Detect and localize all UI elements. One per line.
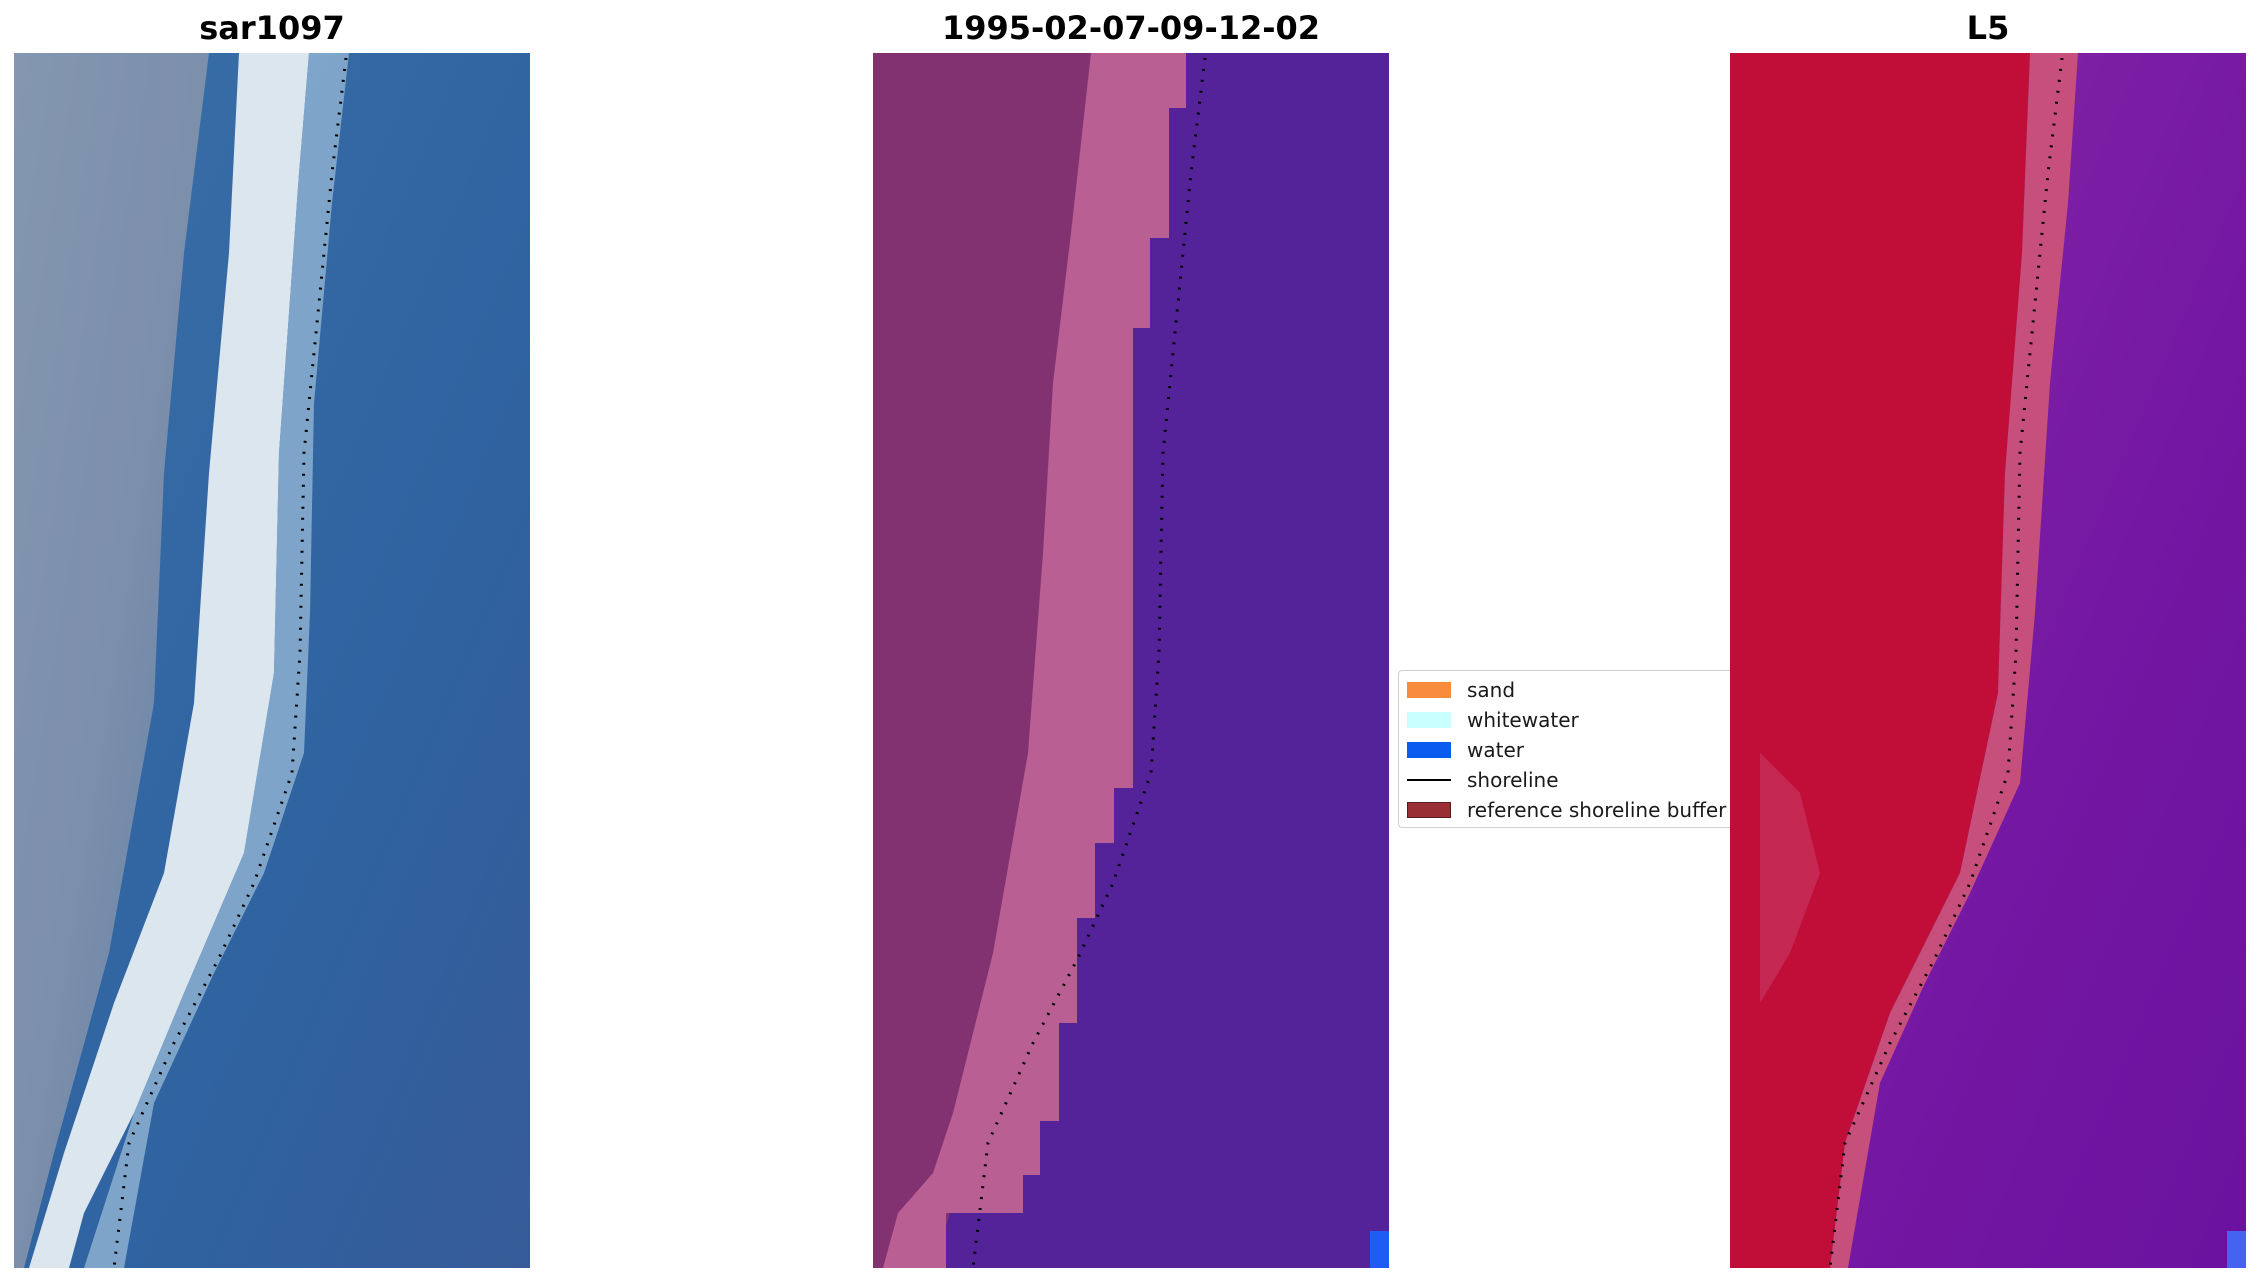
legend: sand whitewater water shoreline referenc…: [1398, 670, 1746, 828]
class-beach-band: [883, 53, 1186, 1268]
legend-label-sand: sand: [1467, 678, 1516, 702]
legend-item-shoreline: shoreline: [1407, 765, 1735, 795]
rgb-whitewater-band: [29, 53, 309, 1268]
panel-title-classified: 1995-02-07-09-12-02: [941, 9, 1321, 47]
legend-item-sand: sand: [1407, 675, 1735, 705]
legend-item-water: water: [1407, 735, 1735, 765]
ndwi-land-area: [1730, 53, 2030, 1268]
rgb-image-icon: [14, 53, 530, 1268]
legend-item-reference-buffer: reference shoreline buffer: [1407, 795, 1735, 825]
legend-label-reference-buffer: reference shoreline buffer: [1467, 798, 1727, 822]
rgb-swash-zone: [84, 53, 349, 1268]
ndwi-beach-band: [1830, 53, 2078, 1268]
legend-swatch-whitewater: [1407, 712, 1451, 728]
class-corner-marker: [1370, 1231, 1389, 1268]
class-land-area: [873, 53, 1091, 1268]
legend-label-water: water: [1467, 738, 1524, 762]
ndwi-land-texture: [1760, 753, 1820, 1003]
legend-swatch-water: [1407, 742, 1451, 758]
false-color-image-icon: [1730, 53, 2246, 1268]
classified-image-panel: [873, 53, 1389, 1268]
rgb-image-panel: [14, 53, 530, 1268]
classified-image-icon: [873, 53, 1389, 1268]
legend-swatch-reference-buffer: [1407, 802, 1451, 818]
legend-label-whitewater: whitewater: [1467, 708, 1579, 732]
legend-swatch-sand: [1407, 682, 1451, 698]
panel-title-ndwi: L5: [1966, 9, 2010, 47]
ndwi-image-panel: [1730, 53, 2246, 1268]
legend-line-shoreline: [1407, 779, 1451, 781]
legend-item-whitewater: whitewater: [1407, 705, 1735, 735]
panel-title-rgb: sar1097: [199, 9, 345, 47]
ndwi-corner-marker: [2227, 1231, 2246, 1268]
rgb-land-area: [14, 53, 209, 1268]
legend-label-shoreline: shoreline: [1467, 768, 1559, 792]
